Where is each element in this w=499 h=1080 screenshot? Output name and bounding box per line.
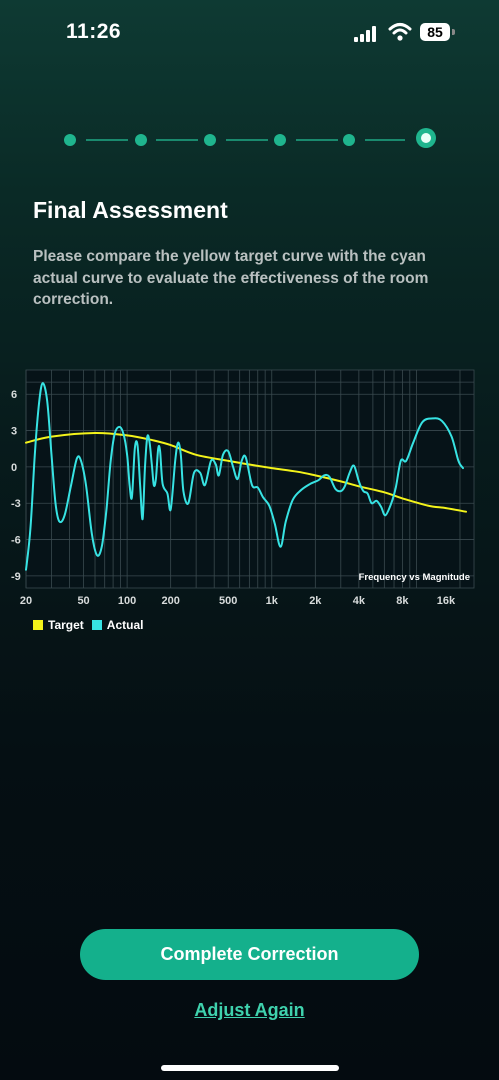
plot-border (25, 369, 475, 589)
step-connector (296, 139, 338, 141)
adjust-again-link[interactable]: Adjust Again (194, 1000, 305, 1020)
wifi-icon (388, 23, 412, 41)
legend-label: Target (48, 618, 84, 633)
legend-item-actual: Actual (91, 617, 144, 633)
step-dot (64, 134, 76, 146)
battery-tip (452, 29, 455, 35)
x-tick-label: 200 (161, 595, 179, 607)
chart-annotation: Frequency vs Magnitude (359, 572, 470, 583)
series-line-target (25, 431, 467, 513)
y-tick-label: 6 (11, 389, 17, 401)
x-tick-label: 2k (309, 595, 322, 607)
frequency-response-chart: 6 3 0 -3 -6 -9 20 50 100 200 500 1k 2k 4k 8k 16k Frequen… (11, 369, 475, 607)
page-description: Please compare the yellow target curve w… (33, 248, 429, 308)
y-tick-label: -9 (11, 571, 21, 583)
step-dot (274, 134, 286, 146)
y-tick-label: -6 (11, 535, 21, 547)
status-time: 11:26 (66, 20, 122, 43)
page-title: Final Assessment (33, 197, 228, 223)
x-tick-label: 500 (219, 595, 237, 607)
x-tick-label: 20 (20, 595, 32, 607)
status-bar: 11:26 85 (0, 0, 499, 66)
cellular-signal-icon (354, 26, 376, 42)
complete-correction-button[interactable]: Complete Correction (80, 929, 419, 980)
step-connector (226, 139, 268, 141)
x-tick-label: 100 (118, 595, 136, 607)
chart-legend: Target Actual (33, 617, 151, 633)
step-connector (156, 139, 198, 141)
y-tick-label: -3 (11, 498, 21, 510)
step-dot-active (416, 128, 436, 148)
battery-level: 85 (420, 23, 450, 41)
x-tick-label: 1k (266, 595, 279, 607)
progress-stepper (0, 128, 499, 152)
x-tick-label: 16k (437, 595, 456, 607)
step-dot (135, 134, 147, 146)
battery-icon: 85 (420, 23, 456, 43)
legend-label: Actual (106, 618, 144, 633)
step-dot (204, 134, 216, 146)
y-tick-label: 0 (11, 462, 17, 474)
legend-item-target: Target (33, 617, 84, 632)
x-tick-label: 8k (396, 595, 409, 607)
legend-swatch (91, 620, 102, 631)
y-tick-label: 3 (11, 426, 17, 438)
legend-swatch (33, 620, 43, 631)
step-connector (86, 139, 128, 141)
x-tick-label: 4k (353, 595, 366, 607)
series-line-actual (25, 382, 464, 571)
home-indicator[interactable] (161, 1065, 339, 1071)
step-connector (365, 139, 405, 141)
step-dot (343, 134, 355, 146)
x-tick-label: 50 (77, 595, 89, 607)
